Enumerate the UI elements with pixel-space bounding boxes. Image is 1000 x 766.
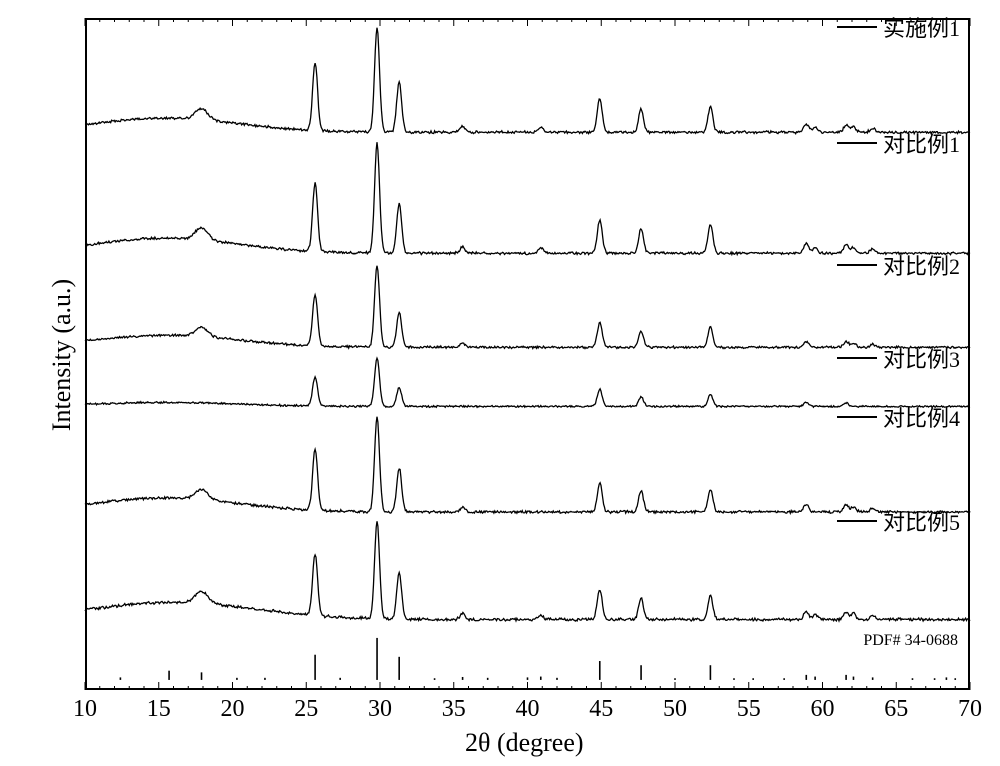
legend-line-icon (837, 142, 877, 144)
legend-entry: 对比例2 (837, 249, 960, 281)
x-tick: 35 (442, 696, 466, 723)
x-tick: 55 (737, 696, 761, 723)
legend-label: 对比例4 (883, 401, 960, 433)
legend-line-icon (837, 264, 877, 266)
legend-label: 实施例1 (883, 11, 960, 43)
legend-label: 对比例3 (883, 342, 960, 374)
x-tick: 30 (368, 696, 392, 723)
x-tick: 10 (73, 696, 97, 723)
legend-line-icon (837, 520, 877, 522)
x-tick: 25 (294, 696, 318, 723)
x-tick: 45 (589, 696, 613, 723)
x-tick: 15 (147, 696, 171, 723)
chart-svg (0, 0, 1000, 766)
x-tick: 60 (811, 696, 835, 723)
x-tick: 40 (516, 696, 540, 723)
legend-label: 对比例1 (883, 127, 960, 159)
legend-line-icon (837, 416, 877, 418)
legend-entry: 实施例1 (837, 11, 960, 43)
x-tick: 70 (958, 696, 982, 723)
legend-entry: 对比例1 (837, 127, 960, 159)
legend-label: 对比例2 (883, 249, 960, 281)
x-tick: 20 (221, 696, 245, 723)
legend-entry: 对比例4 (837, 401, 960, 433)
legend-entry: 对比例3 (837, 342, 960, 374)
xrd-series (85, 28, 970, 134)
x-tick: 50 (663, 696, 687, 723)
x-tick: 65 (884, 696, 908, 723)
legend-line-icon (837, 26, 877, 28)
legend-entry: 对比例5 (837, 505, 960, 537)
legend-line-icon (837, 357, 877, 359)
legend-label: 对比例5 (883, 505, 960, 537)
